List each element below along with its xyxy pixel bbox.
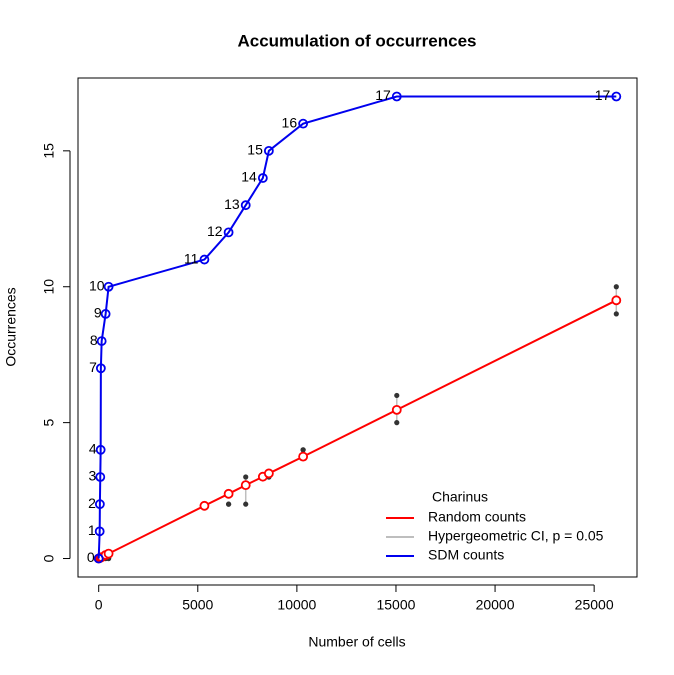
sdm-point — [93, 553, 104, 564]
sdm-point — [95, 363, 106, 374]
ci-point — [394, 420, 400, 426]
x-axis-label: Number of cells — [308, 634, 405, 650]
random-point — [611, 295, 622, 306]
point-label: 9 — [94, 305, 102, 321]
sdm-point — [95, 472, 106, 482]
random-point — [199, 500, 210, 511]
random-point — [298, 451, 309, 462]
y-tick-label: 0 — [41, 554, 57, 562]
point-label: 17 — [595, 87, 611, 103]
sdm-point — [263, 145, 274, 156]
sdm-point — [94, 526, 105, 537]
point-label: 4 — [89, 441, 97, 457]
chart-title: Accumulation of occurrences — [237, 31, 476, 50]
point-label: 14 — [241, 169, 257, 185]
ci-point — [243, 474, 249, 480]
point-label: 1 — [88, 522, 96, 538]
y-tick-label: 15 — [41, 143, 57, 159]
legend-label: Random counts — [428, 509, 526, 525]
point-label: 0 — [87, 549, 95, 565]
sdm-point — [103, 281, 114, 292]
x-tick-label: 15000 — [376, 597, 415, 613]
sdm-point — [240, 200, 251, 211]
ci-point — [394, 392, 400, 399]
point-label: 12 — [207, 223, 223, 239]
x-tick-label: 5000 — [182, 597, 213, 613]
sdm-point — [95, 444, 106, 455]
random-point — [263, 468, 274, 479]
point-label: 7 — [89, 359, 97, 375]
y-axis-label: Occurrences — [3, 287, 19, 366]
x-tick-label: 25000 — [575, 597, 614, 613]
sdm-point — [223, 227, 234, 238]
sdm-point — [611, 91, 622, 102]
y-tick-label: 10 — [41, 279, 57, 295]
legend-label: Hypergeometric CI, p = 0.05 — [428, 528, 604, 544]
x-tick-label: 10000 — [277, 597, 316, 613]
sdm-point — [391, 91, 402, 102]
sdm-point — [94, 499, 105, 510]
sdm-point — [257, 173, 268, 183]
random-point — [223, 488, 234, 499]
x-tick-label: 20000 — [476, 597, 515, 613]
point-label: 15 — [247, 142, 263, 158]
ci-point — [243, 501, 249, 507]
point-label: 8 — [90, 332, 98, 348]
ci-point — [300, 447, 306, 453]
point-label: 10 — [89, 277, 105, 293]
legend-label: SDM counts — [428, 547, 504, 563]
y-tick-label: 5 — [41, 419, 57, 427]
sdm-point — [100, 309, 111, 319]
ci-point — [613, 311, 619, 317]
sdm-line — [97, 95, 617, 559]
point-label: 17 — [375, 87, 391, 103]
sdm-point — [298, 118, 309, 129]
legend-title: Charinus — [432, 489, 488, 505]
random-point — [240, 480, 251, 491]
ci-point — [613, 284, 619, 290]
point-label: 3 — [88, 468, 96, 484]
point-label: 2 — [88, 495, 96, 511]
point-label: 11 — [184, 250, 199, 266]
sdm-point — [96, 336, 107, 346]
sdm-point — [199, 254, 210, 265]
point-label: 16 — [282, 114, 298, 130]
point-label: 13 — [224, 196, 240, 212]
random-point — [103, 548, 114, 559]
random-point — [391, 404, 402, 415]
x-tick-label: 0 — [95, 597, 103, 613]
ci-point — [226, 501, 232, 507]
plot-frame — [77, 77, 638, 578]
